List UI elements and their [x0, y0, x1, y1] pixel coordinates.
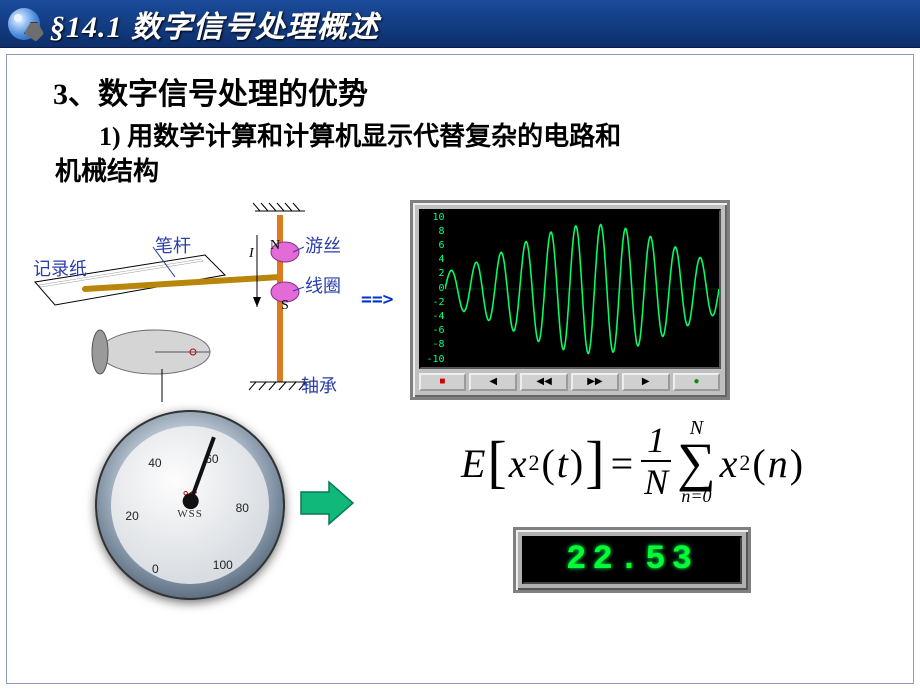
scope-screen: 10 8 6 4 2 0 -2 -4 -6 -8 -10	[419, 209, 721, 369]
scope-trace-svg	[445, 211, 719, 367]
coil-label: 线圈	[305, 276, 341, 296]
svg-text:I: I	[248, 246, 255, 261]
subheading-line1: 1) 用数学计算和计算机显示代替复杂的电路和	[99, 119, 895, 154]
scope-button[interactable]: ◀◀	[520, 373, 568, 391]
analog-gauge: ℃ WSS 020406080100	[95, 410, 285, 600]
gauge-scale-label: 0	[152, 562, 159, 576]
scope-ytick: -10	[423, 355, 445, 365]
gauge-scale-label: 20	[125, 509, 138, 523]
scope-button[interactable]: ■	[419, 373, 467, 391]
scope-button-row: ■◀◀◀▶▶▶●	[419, 373, 721, 391]
big-arrow-icon	[299, 480, 355, 526]
implies-arrow: ==>	[361, 289, 394, 310]
formula-t: t	[557, 440, 568, 487]
scope-plot-area	[445, 211, 719, 367]
gauge-scale-label: 100	[213, 558, 233, 572]
scope-ytick: -6	[423, 326, 445, 336]
row-diagram-scope: I N S 记录纸 笔杆 游丝 线圈 轴承 ==> 1086420-2-4-	[25, 197, 895, 402]
magnet-s-label: S	[281, 298, 289, 313]
formula-column: E [ x2 (t) ] = 1 N N ∑ n=0 x2 (n) 2	[369, 410, 895, 593]
digital-readout-panel: 22.53	[513, 527, 751, 593]
formula-n: n	[768, 440, 788, 487]
scope-ytick: 0	[423, 284, 445, 294]
formula-eq: =	[611, 440, 634, 487]
formula-E: E	[461, 440, 485, 487]
oscilloscope-panel: 1086420-2-4-6-8-10 ■◀◀◀▶▶▶●	[410, 200, 730, 400]
sigma-lower: n=0	[681, 487, 711, 505]
gauge-brand: WSS	[177, 508, 203, 520]
scope-ytick: 4	[423, 255, 445, 265]
section-heading: 3、数字信号处理的优势	[53, 69, 895, 113]
sigma-symbol: ∑	[677, 438, 716, 487]
scope-ytick: 8	[423, 227, 445, 237]
scope-button[interactable]: ▶	[622, 373, 670, 391]
formula-x1: x	[509, 440, 527, 487]
lbracket: [	[487, 428, 506, 495]
slide-body: 3、数字信号处理的优势 1) 用数学计算和计算机显示代替复杂的电路和 机械结构	[6, 54, 914, 684]
scope-button[interactable]: ◀	[469, 373, 517, 391]
scope-ytick: -4	[423, 312, 445, 322]
scope-ytick: 2	[423, 269, 445, 279]
scope-button[interactable]: ▶▶	[571, 373, 619, 391]
gauge-scale-label: 80	[236, 501, 249, 515]
rbracket: ]	[585, 428, 604, 495]
slide-title: §14.1 数字信号处理概述	[50, 2, 379, 46]
formula-lp1: (	[541, 440, 554, 487]
scope-ytick: 6	[423, 241, 445, 251]
row-gauge-formula: ℃ WSS 020406080100 E [ x2 (t) ] = 1 N	[25, 410, 895, 600]
scope-ytick: -2	[423, 298, 445, 308]
paper-label: 记录纸	[33, 259, 87, 279]
magnet-n-label: N	[270, 238, 280, 253]
bearing-label: 轴承	[301, 376, 337, 396]
gauge-scale-label: 40	[148, 456, 161, 470]
scope-ytick: -8	[423, 340, 445, 350]
scope-button[interactable]: ●	[673, 373, 721, 391]
gauge-column: ℃ WSS 020406080100	[95, 410, 285, 600]
digital-readout-value: 22.53	[522, 536, 742, 584]
formula-num: 1	[641, 422, 671, 462]
energy-formula: E [ x2 (t) ] = 1 N N ∑ n=0 x2 (n)	[461, 420, 803, 507]
formula-frac: 1 N	[641, 422, 671, 500]
scope-ytick: 10	[423, 213, 445, 223]
formula-rp1: )	[570, 440, 583, 487]
formula-x2: x	[720, 440, 738, 487]
formula-sq1: 2	[528, 450, 539, 476]
subheading-line2: 机械结构	[55, 154, 895, 189]
formula-rp2: )	[790, 440, 803, 487]
formula-lp2: (	[752, 440, 765, 487]
mechanical-recorder-diagram: I N S 记录纸 笔杆 游丝 线圈 轴承	[25, 197, 345, 402]
formula-sq2: 2	[739, 450, 750, 476]
scope-yticks: 10 8 6 4 2 0 -2 -4 -6 -8 -10	[421, 211, 445, 367]
mechanical-recorder-svg: I N S 记录纸 笔杆 游丝 线圈 轴承	[25, 197, 345, 402]
pen-label: 笔杆	[155, 236, 191, 256]
spring-label: 游丝	[305, 236, 341, 256]
formula-den: N	[644, 462, 668, 500]
formula-sigma: N ∑ n=0	[677, 418, 716, 505]
title-bar: §14.1 数字信号处理概述	[0, 0, 920, 48]
app-icon	[8, 8, 40, 40]
